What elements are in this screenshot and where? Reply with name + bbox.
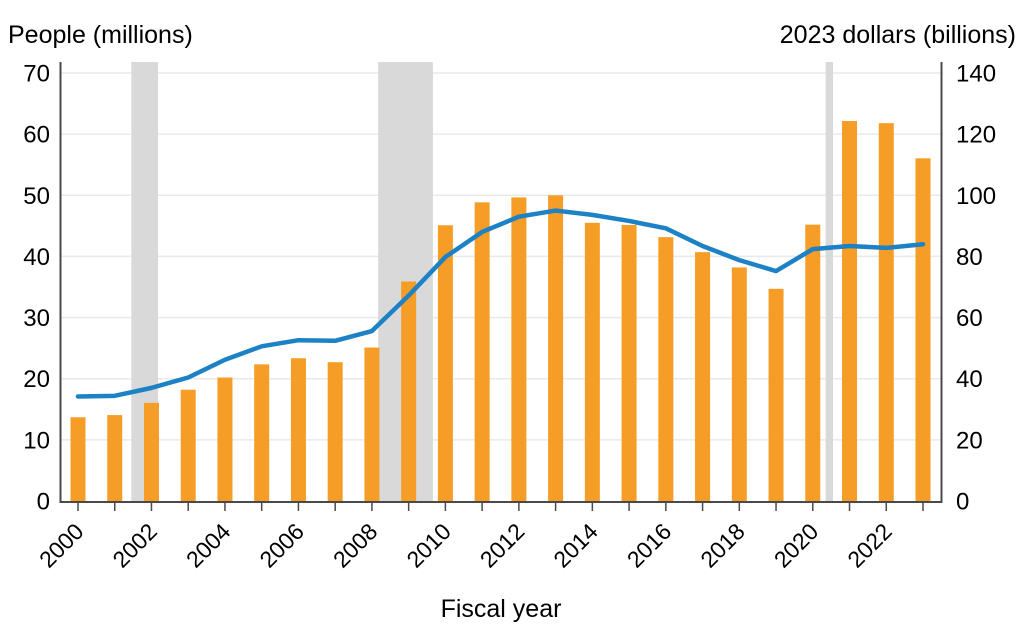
y-tick-label-right: 60	[956, 305, 983, 332]
bar-2009	[401, 281, 417, 501]
x-tick-label: 2014	[548, 518, 603, 573]
x-tick-label: 2004	[181, 518, 236, 573]
x-tick-label: 2006	[254, 518, 309, 573]
x-tick-label: 2000	[34, 518, 89, 573]
y-tick-label-left: 70	[23, 61, 50, 88]
bar-2013	[548, 195, 564, 502]
bar-2008	[364, 347, 380, 501]
bar-2012	[511, 197, 527, 501]
bar-2022	[878, 123, 894, 501]
x-tick-label: 2018	[695, 518, 750, 573]
x-tick-labels-group: 2000 2002 2004 2006 2008 2010 2012 2014 2016 2018…	[34, 518, 897, 573]
x-tick-label: 2022	[842, 518, 897, 573]
participation-line	[75, 208, 926, 399]
y-tick-label-left: 50	[23, 183, 50, 210]
y-tick-label-left: 30	[23, 305, 50, 332]
bar-2021	[842, 120, 858, 502]
y-tick-label-left: 40	[23, 244, 50, 271]
bar-2006	[290, 358, 306, 501]
bar-2005	[254, 364, 270, 501]
y-tick-label-left: 20	[23, 366, 50, 393]
y-tick-label-right: 20	[956, 427, 983, 454]
x-tick-label: 2012	[475, 518, 530, 573]
left-tick-labels-group: 0 10 20 30 40 50 60 70	[23, 61, 50, 516]
bar-2000	[70, 417, 86, 501]
y-tick-label-left: 0	[37, 489, 50, 516]
bar-2011	[474, 202, 490, 501]
x-axis-title: Fiscal year	[440, 595, 562, 623]
bar-2004	[217, 377, 233, 501]
bar-2018	[731, 267, 747, 501]
y-tick-label-right: 120	[956, 122, 996, 149]
left-axis-title: People (millions)	[8, 21, 193, 49]
x-tick-label: 2020	[769, 518, 824, 573]
bar-2003	[180, 389, 196, 501]
y-tick-label-right: 100	[956, 183, 996, 210]
x-tick-label: 2008	[328, 518, 383, 573]
x-tick-label: 2002	[107, 518, 162, 573]
bar-2014	[584, 222, 600, 502]
gridlines-group	[60, 72, 942, 441]
axes-group	[59, 62, 943, 503]
x-ticks-group	[77, 503, 924, 511]
recession-band	[825, 62, 833, 501]
y-tick-label-left: 10	[23, 427, 50, 454]
bar-2016	[658, 237, 674, 501]
bar-2020	[805, 224, 821, 502]
y-tick-label-left: 60	[23, 122, 50, 149]
bar-2002	[143, 402, 159, 501]
x-tick-label: 2010	[401, 518, 456, 573]
bar-2017	[695, 252, 711, 501]
right-axis-title: 2023 dollars (billions)	[779, 21, 1016, 49]
x-tick-label: 2016	[622, 518, 677, 573]
bar-2001	[107, 415, 123, 501]
y-tick-label-right: 140	[956, 61, 996, 88]
bar-2015	[621, 224, 637, 501]
y-tick-label-right: 0	[956, 489, 969, 516]
bar-2010	[437, 225, 453, 501]
y-tick-label-right: 80	[956, 244, 983, 271]
right-tick-labels-group: 0 20 40 60 80 100 120 140	[956, 61, 996, 516]
bars-group	[70, 120, 931, 502]
bar-2019	[768, 288, 784, 501]
bar-2023	[915, 158, 931, 501]
bar-2007	[327, 362, 343, 501]
y-tick-label-right: 40	[956, 366, 983, 393]
